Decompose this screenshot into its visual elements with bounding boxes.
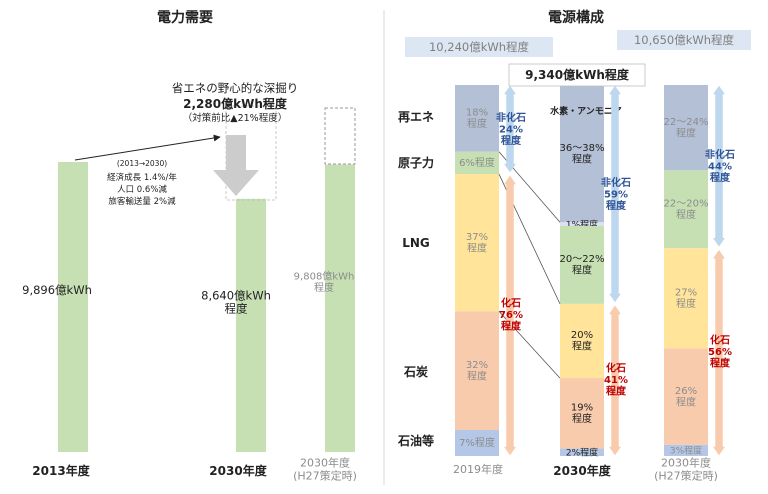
mix-segment-1-6 xyxy=(455,430,499,456)
assumption-line-4: 旅客輸送量 2%減 xyxy=(108,196,176,207)
mix-segment-3-4 xyxy=(664,248,708,349)
mix-segment-label-3-1: 22～24%程度 xyxy=(664,117,709,140)
mix-title: 電源構成 xyxy=(548,9,604,26)
mix-segment-label-2-3: 20～22%程度 xyxy=(560,254,605,277)
mix-segment-label-3-4: 27%程度 xyxy=(675,288,697,311)
mix-segment-1-1 xyxy=(455,85,499,152)
demand-category-3: 2030年度(H27策定時) xyxy=(293,456,357,483)
mix-segment-3-5 xyxy=(664,348,708,445)
demand-value-label-2: 8,640億kWh 程度 xyxy=(201,288,271,315)
row-label-2: 原子力 xyxy=(398,155,434,170)
row-label-1: 再エネ xyxy=(398,110,434,124)
assumption-line-2: 経済成長 1.4%/年 xyxy=(107,172,177,183)
savings-down-arrow xyxy=(213,135,259,196)
total-box-1 xyxy=(405,37,553,57)
mix-segment-label-1-3: 6%程度 xyxy=(459,156,495,169)
mix-segment-label-1-5: 32%程度 xyxy=(466,360,488,383)
mix-segment-3-1 xyxy=(664,85,708,171)
mix-segment-3-3 xyxy=(664,170,708,249)
demand-bar-1 xyxy=(58,162,88,452)
nonfossil-label-1: 非化石 24%程度 xyxy=(496,111,526,147)
nonfossil-arrow-1 xyxy=(504,85,516,173)
mix-segment-label-2-1: 36～38%程度 xyxy=(560,143,605,166)
fossil-arrow-2 xyxy=(609,305,621,456)
mix-total-1: 10,240億kWh程度 xyxy=(429,40,530,54)
mix-segment-label-3-5: 26%程度 xyxy=(675,386,697,409)
mix-segment-2-4 xyxy=(560,303,604,379)
mix-total-3: 10,650億kWh程度 xyxy=(634,33,735,47)
mix-total-2: 9,340億kWh程度 xyxy=(525,67,630,82)
mix-segment-label-3-3: 22～20%程度 xyxy=(664,199,709,222)
mix-segment-label-3-6: 3%程度 xyxy=(670,444,702,456)
growth-arrow xyxy=(74,134,221,161)
demand-category-2: 2030年度 xyxy=(209,463,267,478)
mix-segment-label-1-4: 37%程度 xyxy=(466,232,488,255)
fossil-label-3: 化石 56%程度 xyxy=(708,334,732,370)
row-label-4: 石炭 xyxy=(403,364,428,379)
mix-segment-2-6 xyxy=(560,448,604,456)
savings-title: 省エネの野心的な深掘り xyxy=(172,81,299,95)
mix-segment-label-2-4: 20%程度 xyxy=(571,330,593,353)
nonfossil-label-2: 非化石 59%程度 xyxy=(601,176,631,212)
mix-segment-label-2-6: 2%程度 xyxy=(566,446,598,458)
mix-category-1: 2019年度 xyxy=(453,462,503,476)
savings-amount: 2,280億kWh程度 xyxy=(183,96,288,111)
row-label-3: LNG xyxy=(402,236,430,250)
mix-category-2: 2030年度 xyxy=(553,463,611,478)
mix-segment-label-1-6: 7%程度 xyxy=(459,436,495,449)
demand-category-1: 2013年度 xyxy=(32,463,90,478)
demand-bar-2 xyxy=(236,198,266,452)
demand-value-label-3: 9,808億kWh 程度 xyxy=(294,269,355,294)
demand-title: 電力需要 xyxy=(157,9,213,26)
mix-segment-1-5 xyxy=(455,311,499,431)
fossil-label-1: 化石 76%程度 xyxy=(499,297,523,333)
fossil-label-2: 化石 41%程度 xyxy=(604,361,628,397)
mix-segment-3-6 xyxy=(664,444,708,456)
fossil-arrow-3 xyxy=(713,249,725,456)
demand-value-label-1: 9,896億kWh xyxy=(22,283,92,297)
demand-bar-3 xyxy=(325,164,355,452)
mix-segment-2-3 xyxy=(560,225,604,304)
mix-segment-2-1 xyxy=(560,85,604,223)
mix-segment-2-5 xyxy=(560,378,604,449)
hydrogen-label: 水素・アンモニア xyxy=(550,105,622,117)
nonfossil-label-3: 非化石 44%程度 xyxy=(705,148,735,184)
assumption-line-3: 人口 0.6%減 xyxy=(117,184,167,195)
mix-category-3: 2030年度(H27策定時) xyxy=(654,456,718,483)
row-label-5: 石油等 xyxy=(397,433,434,448)
total-box-3 xyxy=(617,30,751,50)
mix-segment-1-3 xyxy=(455,151,499,175)
mix-segment-2-2 xyxy=(560,222,604,226)
mix-segment-1-4 xyxy=(455,174,499,312)
nonfossil-arrow-2 xyxy=(609,85,621,303)
total-box-2 xyxy=(508,63,646,87)
savings-note: （対策前比▲21%程度） xyxy=(183,112,287,124)
fossil-arrow-1 xyxy=(504,175,516,456)
mix-segment-label-1-1: 18%程度 xyxy=(466,108,488,131)
nonfossil-arrow-3 xyxy=(713,85,725,247)
mix-segment-label-2-5: 19%程度 xyxy=(571,403,593,426)
assumption-line-1: (2013→2030) xyxy=(117,159,167,168)
pre-measure-dashed-box xyxy=(324,107,356,165)
